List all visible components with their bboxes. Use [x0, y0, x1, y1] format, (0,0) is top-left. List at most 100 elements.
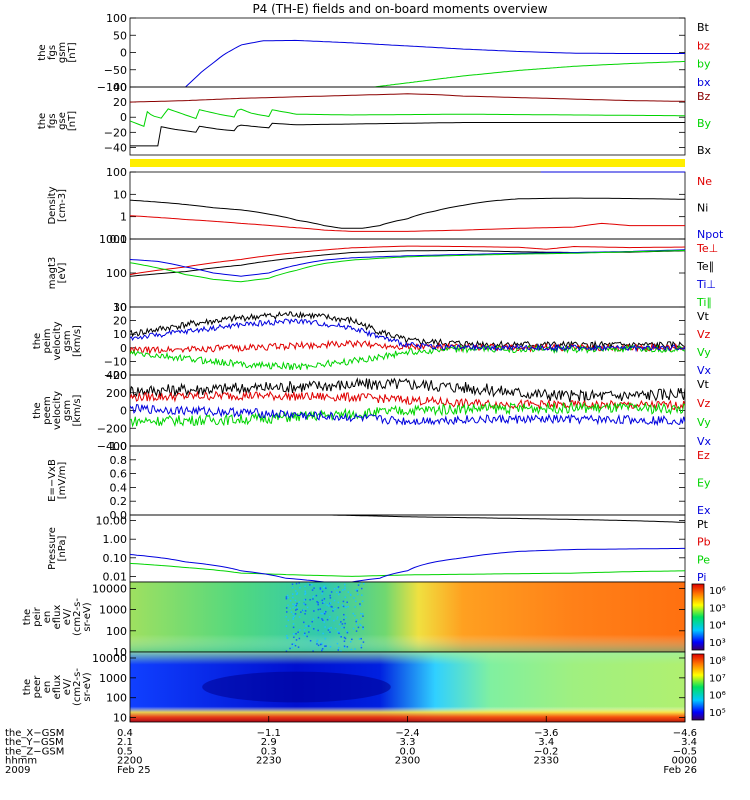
spectrogram-speckle	[359, 623, 361, 626]
series-by	[374, 61, 685, 88]
spectrogram-speckle	[317, 601, 319, 604]
ephemeris-row-label: the_Z−GSM	[5, 746, 64, 757]
spectrogram-speckle	[349, 641, 352, 643]
series-group	[130, 93, 685, 147]
x-tick-label: 0.3	[261, 746, 277, 757]
y-tick-label: 0.1	[110, 233, 128, 246]
x-tick-label: 0.5	[117, 746, 133, 757]
spectrogram-speckle	[304, 592, 307, 594]
y-tick-label: 10	[113, 712, 127, 725]
legend-pb: Pb	[697, 536, 711, 549]
series-te⊥	[130, 245, 685, 276]
spectrogram-speckle	[315, 594, 318, 597]
spectrogram-speckle	[290, 611, 293, 613]
spectrogram-speckle	[324, 637, 327, 640]
y-axis-label: [nT]	[67, 42, 78, 62]
spectrogram-speckle	[330, 626, 332, 629]
y-tick-label: −20	[104, 126, 127, 139]
spectrogram-speckle	[296, 607, 299, 609]
series-ti∥	[130, 250, 685, 283]
y-axis-label: the	[37, 113, 48, 129]
spectrogram-speckle	[329, 594, 331, 597]
spectrogram-speckle	[351, 638, 353, 641]
spectrogram-speckle	[317, 603, 319, 606]
spectrogram-speckle	[297, 631, 299, 633]
ephemeris-row-label: the_Y−GSM	[5, 737, 64, 748]
series-group	[130, 171, 685, 232]
colorbar-label: 10⁸	[709, 656, 726, 667]
legend-ey: Ey	[697, 477, 711, 490]
y-tick-label: 0.6	[110, 468, 128, 481]
y-tick-label: 10000	[92, 582, 127, 595]
series-pe	[130, 562, 685, 577]
spectrogram-speckle	[344, 583, 346, 586]
spectrogram-speckle	[295, 582, 298, 585]
spectrogram-speckle	[344, 622, 346, 625]
spectrogram-speckle	[304, 610, 307, 612]
spectrogram-speckle	[338, 631, 340, 634]
colorbar-label: 10⁷	[709, 673, 726, 684]
spectrogram-speckle	[360, 587, 363, 590]
legend-ti∥: Ti∥	[696, 296, 712, 309]
spectrogram-speckle	[337, 607, 340, 609]
spectrogram-speckle	[311, 589, 314, 591]
spectrogram-speckle	[329, 645, 332, 648]
y-axis-label: eV/	[62, 678, 73, 695]
spectrogram-speckle	[307, 582, 309, 584]
spectrogram-speckle	[362, 628, 364, 630]
y-axis-label: eflux	[52, 675, 63, 700]
y-tick-label: 20	[113, 315, 127, 328]
spectrogram-speckle	[292, 603, 294, 605]
spectrogram-speckle	[343, 626, 345, 629]
spectrogram-speckle	[341, 604, 344, 606]
spectrogram-speckle	[295, 604, 298, 607]
spectrogram-speckle	[360, 624, 362, 627]
spectrogram-speckle	[336, 642, 339, 645]
colorbar	[691, 583, 705, 651]
spectrogram-speckle	[299, 586, 301, 589]
spectrogram-speckle	[344, 586, 346, 589]
series-vz	[130, 339, 685, 355]
spectrogram-speckle	[305, 625, 307, 627]
y-axis-label: [eV]	[57, 263, 68, 284]
legend-vx: Vx	[697, 435, 712, 448]
spectrogram-speckle	[294, 613, 297, 615]
spectrogram-speckle	[317, 616, 320, 619]
series-bx	[130, 122, 685, 147]
spectrogram-speckle	[346, 630, 348, 633]
spectrogram-speckle	[289, 599, 292, 602]
x-tick-label: 2.9	[261, 737, 277, 748]
spectrogram-speckle	[312, 650, 314, 652]
y-tick-label: 50	[113, 29, 127, 42]
spectrogram-speckle	[286, 594, 289, 597]
spectrogram-speckle	[304, 585, 306, 588]
spectrogram-speckle	[360, 612, 362, 615]
y-axis-label: gsm	[62, 400, 73, 421]
ephemeris-row-label: 2009	[5, 765, 30, 776]
colorbar-label: 10⁴	[709, 621, 726, 632]
legend-ez: Ez	[697, 449, 710, 462]
spectrogram-speckle	[303, 603, 305, 605]
colorbar-label: 10⁵	[709, 708, 726, 719]
spectrogram-speckle	[304, 598, 307, 601]
spectrogram-speckle	[295, 639, 298, 641]
spectrogram-core	[202, 671, 391, 703]
series-pt	[329, 514, 685, 523]
spectrogram-speckle	[327, 629, 330, 631]
legend-vy: Vy	[697, 346, 711, 359]
spectrogram-speckle	[322, 619, 324, 621]
spectrogram-speckle	[340, 650, 342, 653]
spectrogram-speckle	[292, 626, 295, 629]
spectrogram-speckle	[325, 610, 327, 613]
spectrogram-speckle	[343, 618, 345, 621]
spectrogram-speckle	[362, 641, 365, 643]
x-tick-label: 3.3	[400, 737, 416, 748]
spectrogram-speckle	[303, 621, 305, 624]
spectrogram-speckle	[356, 593, 359, 596]
x-tick-label: −4.6	[673, 728, 697, 739]
spectrogram-speckle	[342, 600, 345, 603]
spectrogram-speckle	[294, 599, 297, 602]
spectrogram-speckle	[321, 612, 324, 615]
spectrogram-speckle	[312, 628, 315, 630]
